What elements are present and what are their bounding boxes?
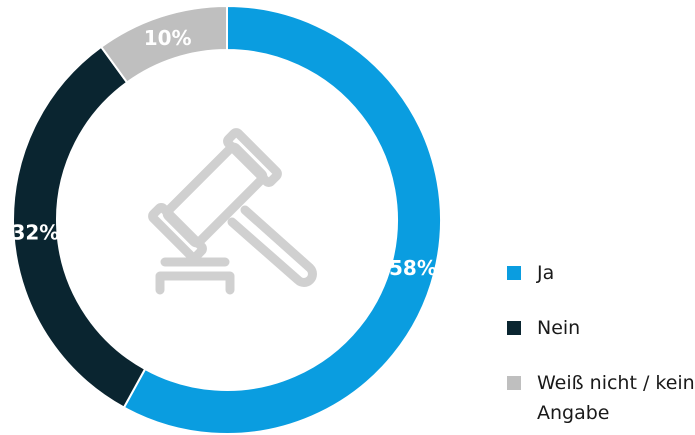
legend-label: Weiß nicht / keine Angabe [537, 372, 695, 424]
value-label: 10% [144, 26, 192, 50]
donut-segment [122, 4, 442, 435]
value-label: 32% [11, 221, 59, 245]
donut-segment [99, 4, 228, 84]
legend-swatch [507, 321, 521, 335]
value-label: 58% [389, 256, 437, 280]
legend-item: Ja [507, 261, 695, 288]
legend-label: Ja [537, 262, 555, 284]
legend-swatch [507, 266, 521, 280]
legend-swatch [507, 376, 521, 390]
legend-item: Weiß nicht / keine Angabe [507, 371, 695, 428]
legend-label: Nein [537, 317, 581, 339]
legend-item: Nein [507, 316, 695, 343]
gavel-icon [148, 128, 317, 295]
